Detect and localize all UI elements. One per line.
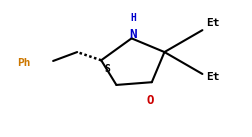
Text: Et: Et <box>205 72 218 82</box>
Text: Ph: Ph <box>17 58 31 68</box>
Text: S: S <box>104 64 110 73</box>
Text: Et: Et <box>205 18 218 28</box>
Text: N: N <box>129 28 136 41</box>
Text: O: O <box>146 94 154 106</box>
Text: H: H <box>129 13 135 23</box>
